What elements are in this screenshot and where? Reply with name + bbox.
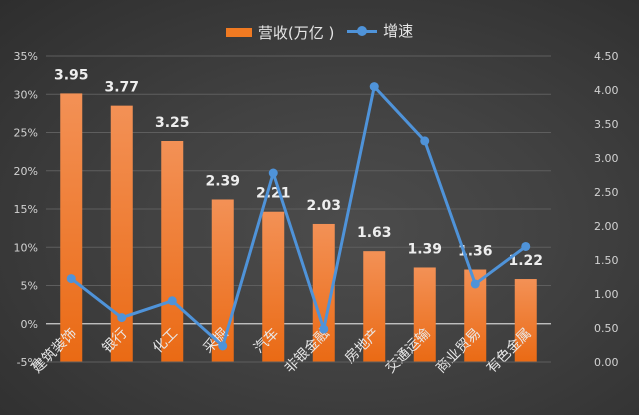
bar-value-label: 1.22 [508, 253, 543, 269]
bar [60, 93, 83, 363]
bar [464, 269, 487, 362]
bar [363, 251, 386, 362]
bar-value-label: 2.21 [256, 186, 291, 202]
left-axis-tick: 15% [14, 203, 38, 216]
right-axis-tick: 1.00 [594, 288, 619, 301]
growth-line [70, 85, 527, 348]
legend-item-growth: 增速 [347, 20, 413, 41]
left-axis-tick: -5% [17, 356, 38, 369]
legend-growth-label: 增速 [383, 22, 414, 40]
line-marker [319, 324, 329, 334]
left-axis-tick: 0% [21, 318, 38, 331]
line-marker [521, 241, 531, 251]
bar-value-label: 1.63 [357, 225, 392, 241]
bar [262, 211, 285, 362]
bar [211, 199, 234, 362]
line-marker [167, 296, 177, 306]
left-axis-tick: 10% [14, 241, 38, 254]
bar [514, 279, 537, 362]
left-axis-tick: 20% [14, 165, 38, 178]
left-axis-tick: 5% [21, 280, 38, 293]
right-axis-tick: 2.50 [594, 186, 619, 199]
line-marker [268, 168, 278, 178]
bar [110, 105, 133, 362]
legend-item-revenue: 营收(万亿 ) [225, 22, 335, 43]
bar-value-label: 1.39 [407, 241, 442, 257]
right-axis-tick: 4.50 [594, 50, 619, 63]
bar [312, 223, 335, 362]
line-marker [218, 341, 228, 351]
right-axis-tick: 0.50 [594, 322, 619, 335]
line-marker [117, 313, 127, 323]
right-axis-tick: 3.50 [594, 118, 619, 131]
right-axis-tick: 0.00 [594, 356, 619, 369]
line-marker [470, 279, 480, 289]
left-axis-tick: 25% [14, 127, 38, 140]
bar-value-label: 2.03 [306, 198, 341, 214]
right-axis-tick: 2.00 [594, 220, 619, 233]
left-axis-tick: 30% [14, 88, 38, 101]
line-marker-icon [347, 25, 378, 37]
bar-swatch-icon [225, 27, 252, 37]
left-axis-tick: 35% [14, 50, 38, 63]
line-marker [420, 136, 430, 146]
line-marker [369, 82, 379, 92]
line-marker [66, 274, 76, 284]
legend: 营收(万亿 ) 增速 [0, 20, 639, 43]
bar-value-label: 3.77 [104, 80, 139, 96]
bar [413, 267, 436, 362]
right-axis-tick: 1.50 [594, 254, 619, 267]
right-axis-tick: 4.00 [594, 84, 619, 97]
bar-value-label: 3.95 [54, 67, 89, 83]
bar-value-label: 3.25 [155, 115, 190, 131]
legend-revenue-label: 营收(万亿 ) [257, 23, 335, 42]
right-axis-tick: 3.00 [594, 152, 619, 165]
bar-value-label: 2.39 [205, 173, 240, 189]
